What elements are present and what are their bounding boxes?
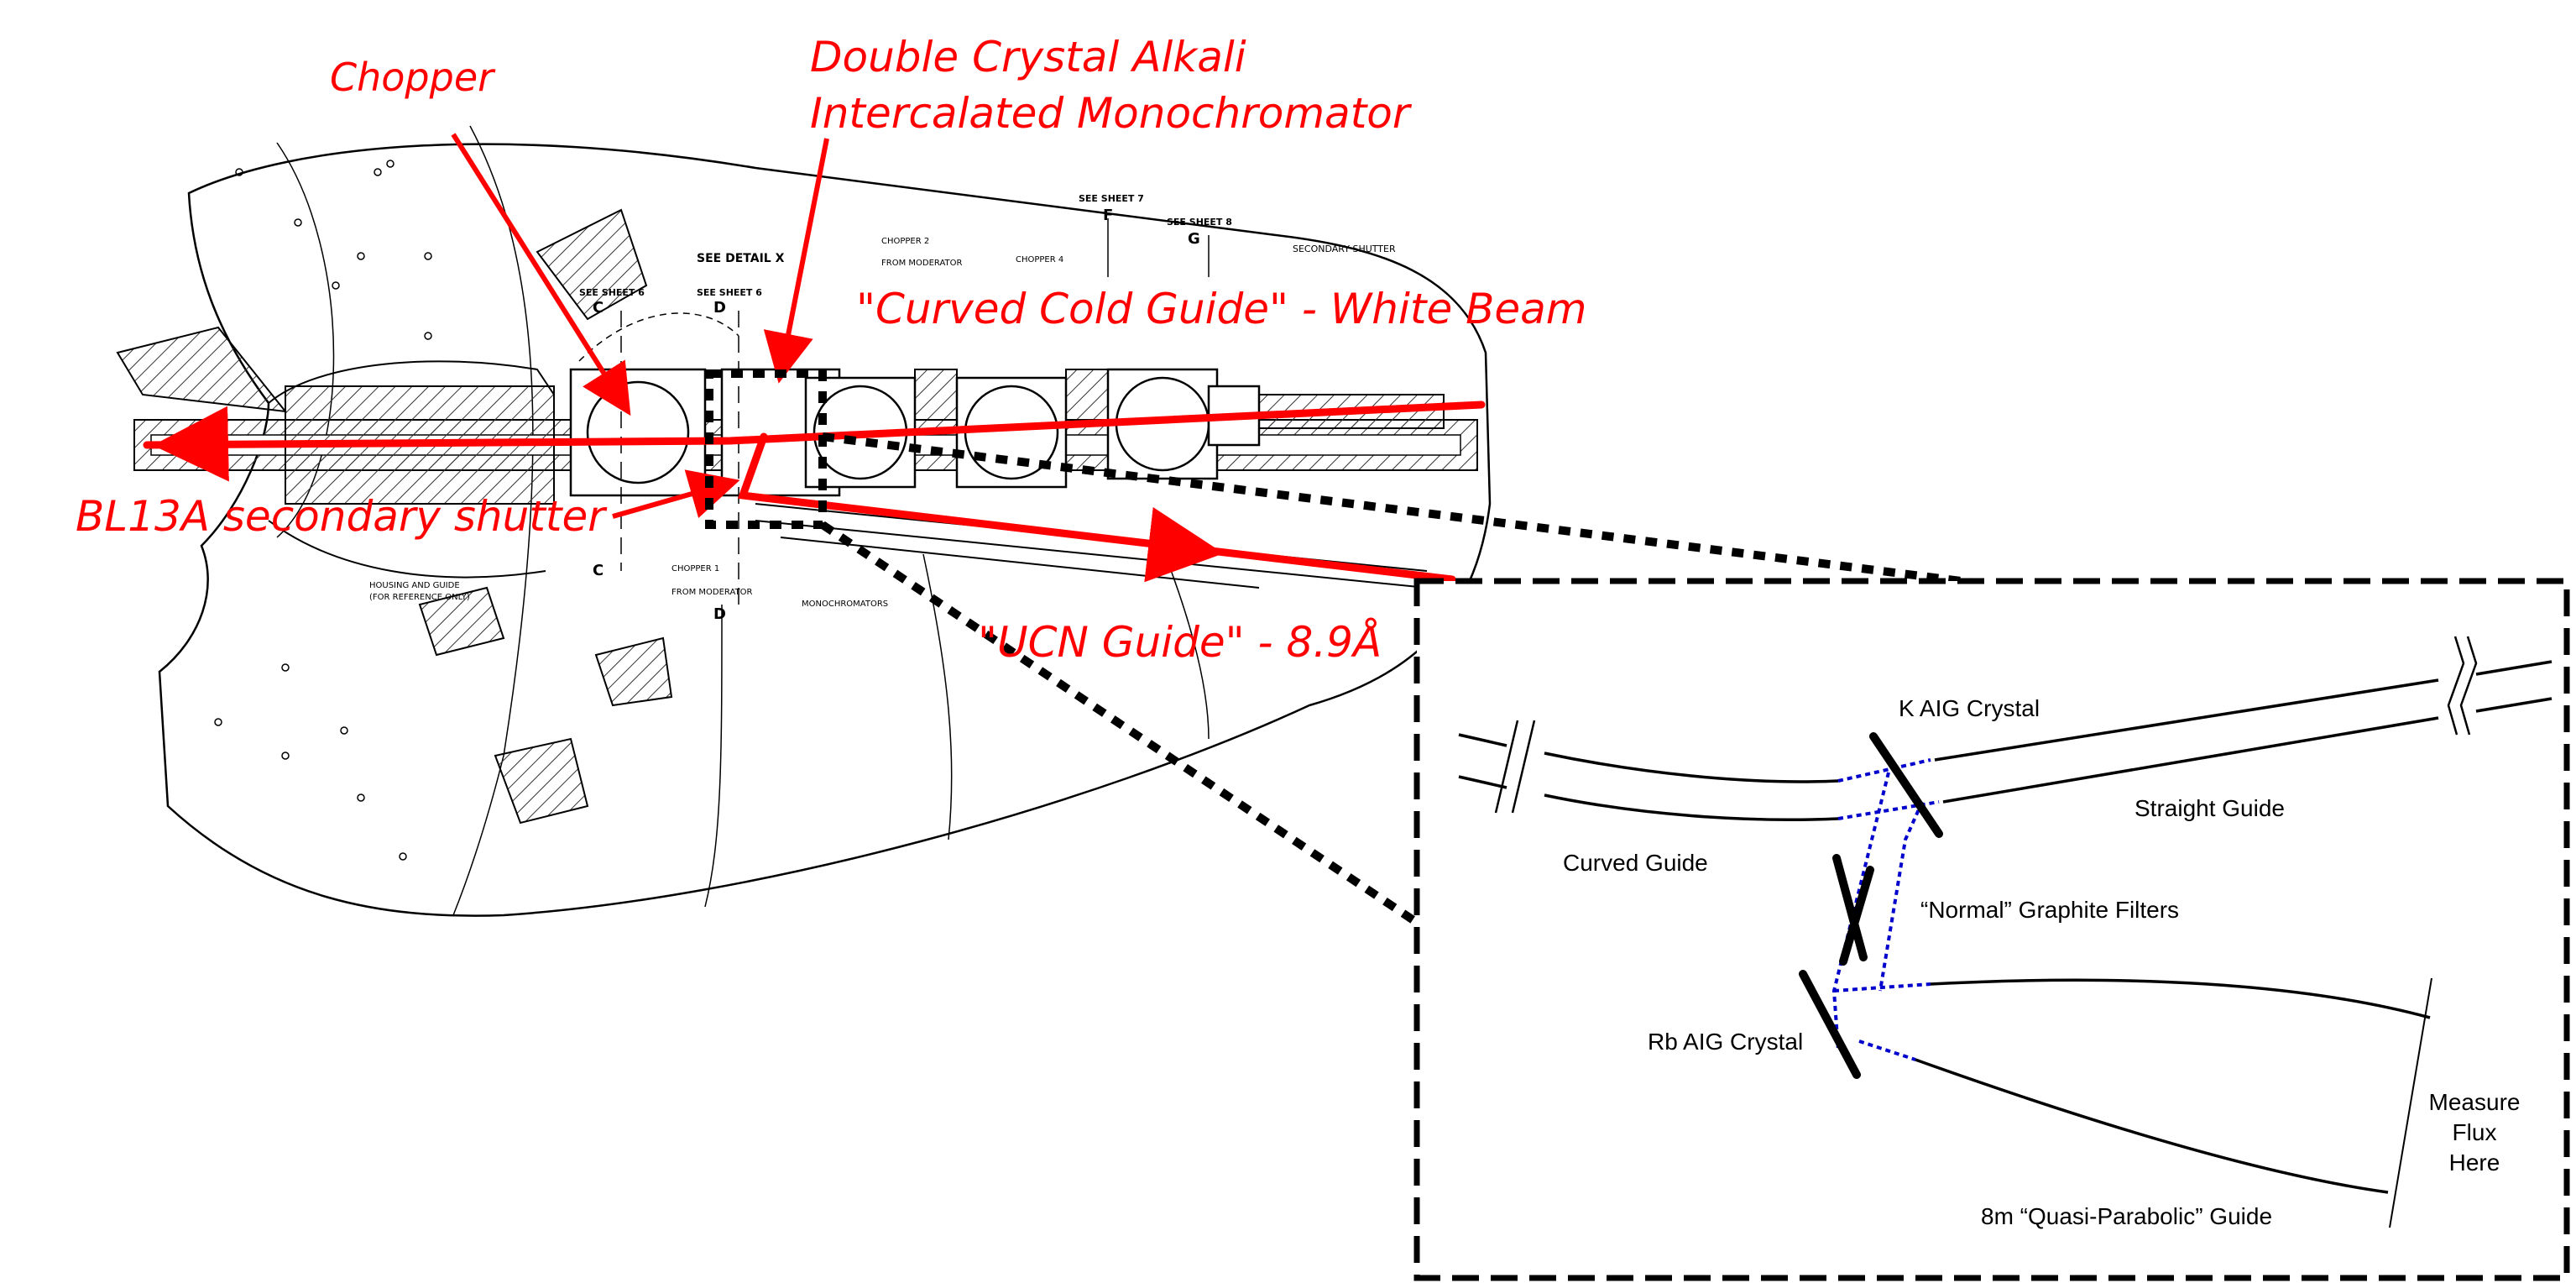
break-right-1 — [2447, 636, 2465, 736]
monochromators-note: MONOCHROMATORS — [802, 600, 888, 609]
parabolic-guide-lower — [1915, 1058, 2389, 1194]
shield-arc-3 — [704, 604, 723, 908]
graphite-filter-2 — [1839, 866, 1874, 966]
curved-guide-label: Curved Guide — [1563, 850, 1708, 876]
white-beam-line — [143, 401, 1486, 449]
chopper-4-note: CHOPPER 4 — [1016, 255, 1063, 264]
chopper-housing — [569, 368, 707, 497]
parabolic-guide-label: 8m “Quasi-Parabolic” Guide — [1981, 1203, 2272, 1229]
chopper-pointer — [451, 133, 631, 416]
straight-guide-upper-end — [2475, 660, 2552, 676]
curved-guide-upper-main — [1544, 751, 1839, 783]
shield-outline — [158, 143, 1492, 917]
straight-guide-lower-end — [2475, 697, 2552, 713]
straight-guide-upper — [1934, 678, 2439, 762]
measure-label-line3: Here — [2449, 1149, 2500, 1176]
mark-g: G — [1188, 230, 1200, 248]
cold-guide-callout: "Curved Cold Guide" - White Beam — [856, 285, 1587, 333]
wedge-lower-1 — [594, 636, 673, 707]
curved-guide-upper — [1458, 733, 1507, 747]
chopper-callout: Chopper — [330, 55, 496, 100]
white-beam-arrow — [153, 406, 229, 482]
parabolic-guide-upper — [1930, 978, 2431, 1019]
see-sheet-7-label: SEE SHEET 7 — [1079, 193, 1144, 204]
monochromator-callout-line1: Double Crystal Alkali — [810, 33, 1246, 81]
mark-d-lower: D — [713, 605, 726, 623]
wedge-upper-left — [116, 326, 288, 413]
pipe-hatch-2 — [1065, 369, 1109, 421]
beam-paths — [143, 401, 1486, 584]
straight-guide-lower — [1942, 716, 2439, 804]
curved-guide-lower-main — [1544, 793, 1839, 822]
from-moderator-note-2: FROM MODERATOR — [881, 259, 962, 268]
ucn-guide-callout: "UCN Guide" - 8.9Å — [978, 618, 1382, 667]
see-detail-label: SEE DETAIL X — [697, 252, 785, 265]
housing-guide-note: HOUSING AND GUIDE — [369, 581, 460, 590]
rb-crystal-label: Rb AIG Crystal — [1648, 1029, 1803, 1055]
k-crystal — [1869, 732, 1943, 838]
measure-label-line1: Measure — [2429, 1089, 2521, 1115]
shield-arc-2 — [452, 125, 534, 916]
ucn-beam-arrow — [1144, 506, 1224, 583]
detail-x-arc — [578, 312, 739, 362]
ucn-guide-housing — [755, 503, 1428, 589]
mark-f: F — [1103, 207, 1113, 224]
straight-guide-label: Straight Guide — [2134, 795, 2285, 821]
wedge-upper — [536, 208, 648, 321]
shutter-callout: BL13A secondary shutter — [76, 492, 608, 541]
guide-break-symbols — [1494, 636, 2478, 814]
graphite-filters-label: “Normal” Graphite Filters — [1920, 897, 2179, 923]
break-left-2 — [1511, 720, 1536, 814]
reference-only-note: (FOR REFERENCE ONLY) — [369, 593, 470, 602]
measure-label-line2: Flux — [2453, 1119, 2497, 1145]
shutter-pointer — [612, 469, 740, 519]
inset-crystals — [1799, 732, 1943, 1079]
drawing-annotations: SEE DETAIL X SEE SHEET 6 SEE SHEET 6 C D… — [369, 193, 1396, 623]
break-left-1 — [1494, 720, 1519, 814]
see-sheet-6a-label: SEE SHEET 6 — [579, 287, 645, 298]
k-crystal-label: K AIG Crystal — [1899, 695, 2040, 721]
mark-c-lower: C — [593, 562, 604, 579]
mark-d-upper: D — [713, 299, 726, 317]
callout-pointers — [451, 133, 829, 519]
bolt-holes — [214, 160, 432, 861]
pipe-hatch-1 — [914, 369, 958, 421]
chopper-disc — [586, 380, 690, 484]
see-sheet-8-label: SEE SHEET 8 — [1167, 217, 1232, 228]
monochromator-pointer — [763, 138, 829, 384]
mark-c-upper: C — [593, 299, 604, 317]
rb-crystal — [1799, 970, 1861, 1079]
graphite-filter-1 — [1832, 854, 1868, 961]
break-right-2 — [2459, 636, 2478, 736]
see-sheet-6b-label: SEE SHEET 6 — [697, 287, 762, 298]
curved-guide-lower — [1458, 775, 1507, 789]
from-moderator-note-1: FROM MODERATOR — [671, 588, 752, 597]
inset-labels: K AIG Crystal Straight Guide Curved Guid… — [1563, 695, 2520, 1229]
inset-frame — [1413, 578, 2570, 1281]
inset-guides — [1458, 660, 2552, 1228]
wedge-lower-2 — [494, 737, 589, 825]
callouts: Chopper Double Crystal Alkali Intercalat… — [76, 33, 1587, 667]
wedge-lower-3 — [418, 586, 505, 657]
inset-connectors — [820, 432, 1982, 928]
secondary-shutter-note: SECONDARY SHUTTER — [1293, 244, 1396, 254]
monochromator-callout-line2: Intercalated Monochromator — [810, 89, 1413, 138]
chopper-1-note: CHOPPER 1 — [671, 564, 719, 573]
chopper-2-note: CHOPPER 2 — [881, 237, 929, 246]
measure-plane — [2389, 977, 2432, 1228]
